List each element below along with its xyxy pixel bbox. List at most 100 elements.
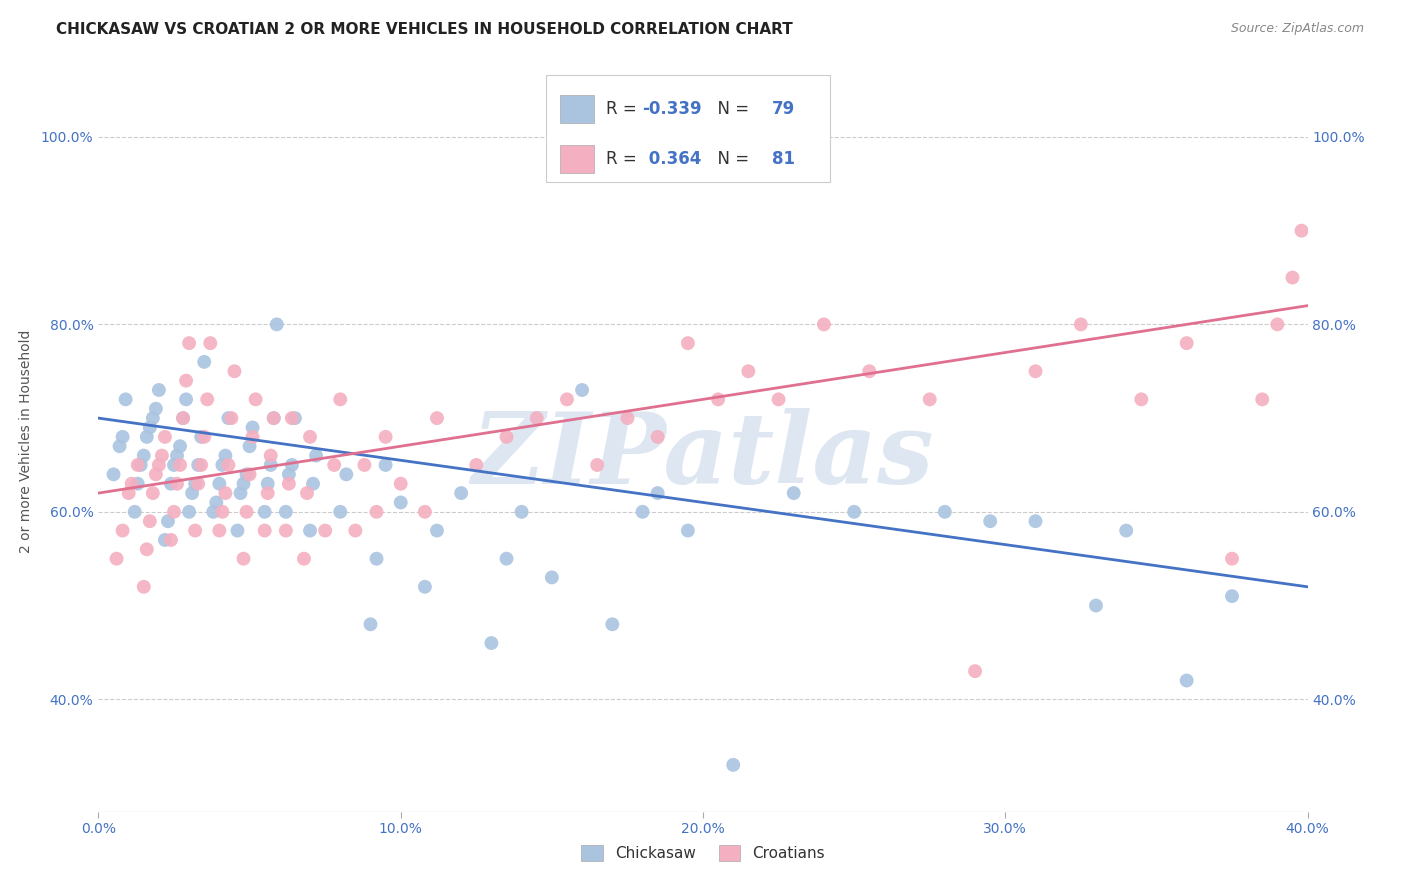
Point [181,486,204,500]
Point [160,476,183,491]
Point [783,486,806,500]
Point [329,392,352,407]
Point [245,392,267,407]
Point [360,617,382,632]
Point [217,458,239,472]
Point [274,505,297,519]
Point [156,514,179,528]
Point [205,495,228,509]
Point [253,524,276,538]
Text: Source: ZipAtlas.com: Source: ZipAtlas.com [1230,22,1364,36]
Point [153,430,176,444]
Point [224,364,246,378]
Point [193,355,215,369]
Point [266,318,288,332]
Point [1130,392,1153,407]
Point [1220,589,1243,603]
Point [139,514,162,528]
Point [166,476,188,491]
Point [103,467,125,482]
Point [124,505,146,519]
Point [495,551,517,566]
Point [707,392,730,407]
Point [260,449,283,463]
Point [858,364,880,378]
Point [214,486,236,500]
Text: 79: 79 [772,101,796,119]
Point [202,505,225,519]
Point [169,439,191,453]
Point [1175,336,1198,351]
Point [256,476,278,491]
Point [187,476,209,491]
Point [299,524,322,538]
Point [256,486,278,500]
Point [1291,224,1313,238]
Point [647,486,669,500]
Point [253,505,276,519]
Point [148,383,170,397]
Point [105,551,128,566]
Point [242,430,264,444]
Point [132,580,155,594]
Point [450,486,472,500]
Point [208,476,231,491]
Point [111,430,134,444]
Point [426,411,449,425]
Point [118,486,141,500]
Point [281,458,304,472]
Point [160,533,183,547]
Point [314,524,336,538]
Point [211,505,233,519]
Point [918,392,941,407]
Point [142,411,165,425]
FancyBboxPatch shape [561,95,595,123]
Point [1024,364,1046,378]
Point [1251,392,1274,407]
Point [495,430,517,444]
Legend: Chickasaw, Croatians: Chickasaw, Croatians [575,838,831,867]
Point [172,411,194,425]
Point [389,495,412,509]
Point [214,449,236,463]
Point [813,318,835,332]
Point [142,486,165,500]
Point [299,430,322,444]
Point [323,458,346,472]
Y-axis label: 2 or more Vehicles in Household: 2 or more Vehicles in Household [18,330,32,553]
Point [129,458,152,472]
Point [571,383,593,397]
FancyBboxPatch shape [561,145,595,173]
Point [305,449,328,463]
Point [413,580,436,594]
Point [426,524,449,538]
Point [163,505,186,519]
Text: CHICKASAW VS CROATIAN 2 OR MORE VEHICLES IN HOUSEHOLD CORRELATION CHART: CHICKASAW VS CROATIAN 2 OR MORE VEHICLES… [56,22,793,37]
Point [148,458,170,472]
Point [631,505,654,519]
Point [184,524,207,538]
Point [145,401,167,416]
Point [737,364,759,378]
Point [1267,318,1289,332]
Point [139,420,162,434]
Point [114,392,136,407]
Point [127,458,149,472]
Point [221,411,243,425]
Point [413,505,436,519]
FancyBboxPatch shape [546,75,830,183]
Point [260,458,283,472]
Point [1220,551,1243,566]
Text: -0.339: -0.339 [643,101,702,119]
Point [1115,524,1137,538]
Point [187,458,209,472]
Point [389,476,412,491]
Point [121,476,143,491]
Point [844,505,866,519]
Point [263,411,285,425]
Point [127,476,149,491]
Point [200,336,222,351]
Point [263,411,285,425]
Point [647,430,669,444]
Text: 81: 81 [772,150,794,168]
